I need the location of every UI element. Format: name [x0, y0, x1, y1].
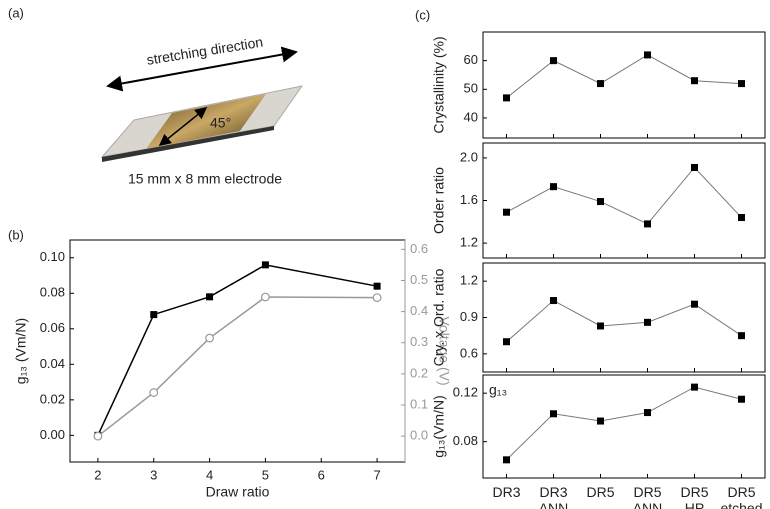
- point: [691, 77, 698, 85]
- y-tick-label: 2.0: [460, 149, 478, 164]
- point: [597, 80, 604, 88]
- y-tick-label: 0.08: [40, 285, 65, 300]
- y-axis-label: g₁₃(Vm/N): [431, 395, 447, 458]
- y-tick-label: 0.12: [453, 385, 478, 400]
- point: [550, 57, 557, 65]
- x-tick-label: DR5 ANN: [632, 484, 663, 509]
- point: [644, 409, 651, 417]
- series-line: [506, 54, 742, 99]
- plot-frame: [482, 262, 766, 373]
- x-axis-label: Draw ratio: [206, 484, 270, 500]
- y2-tick-label: 0.6: [410, 241, 428, 256]
- point: [597, 322, 604, 330]
- series-line: [506, 299, 742, 343]
- x-tick-label: 6: [318, 467, 325, 482]
- panel-label: (b): [8, 227, 24, 242]
- point: [597, 417, 604, 425]
- y-tick-label: 0.04: [40, 356, 65, 371]
- y-tick-label: 60: [464, 52, 478, 67]
- y2-axis-label: Voltage (V): [436, 316, 452, 385]
- y-tick-label: 50: [464, 81, 478, 96]
- x-tick-label: 2: [94, 467, 101, 482]
- y-tick-label: 1.2: [460, 235, 478, 250]
- y-axis-label: g₁₃ (Vm/N): [13, 318, 29, 384]
- y-tick-label: 0.00: [40, 427, 65, 442]
- series-line: [506, 386, 742, 461]
- point: [261, 292, 270, 302]
- y2-tick-label: 0.1: [410, 396, 428, 411]
- x-tick-label: 7: [373, 467, 380, 482]
- point: [206, 293, 214, 301]
- point: [503, 94, 510, 102]
- point: [149, 388, 159, 397]
- panel-label: (c): [415, 7, 430, 22]
- y-tick-label: 0.08: [453, 433, 478, 448]
- point: [150, 311, 158, 319]
- y-tick-label: 0.02: [40, 391, 65, 406]
- plot-frame: [482, 142, 766, 259]
- point: [93, 431, 103, 441]
- point: [644, 318, 651, 326]
- plot-frame: [69, 239, 406, 463]
- arrow: [106, 46, 298, 92]
- y-axis-label: Order ratio: [431, 167, 447, 234]
- point: [503, 208, 510, 216]
- x-tick-label: DR5 etched: [720, 484, 763, 509]
- point: [644, 51, 651, 59]
- plot-frame: [482, 31, 766, 139]
- x-tick-label: 4: [206, 467, 213, 482]
- y-tick-label: 0.9: [460, 309, 478, 324]
- x-tick-label: DR5: [586, 484, 615, 500]
- point: [261, 261, 269, 269]
- x-tick-label: 3: [150, 467, 157, 482]
- y-tick-label: 0.10: [40, 249, 65, 264]
- point: [644, 220, 651, 228]
- point: [550, 410, 557, 418]
- point: [738, 214, 745, 222]
- point: [503, 456, 510, 464]
- y-tick-label: 0.06: [40, 320, 65, 335]
- y-axis-label: Cry. x Ord. ratio: [431, 268, 447, 366]
- point: [691, 300, 698, 308]
- y-tick-label: 1.6: [460, 192, 478, 207]
- y2-tick-label: 0.3: [410, 334, 428, 349]
- point: [738, 395, 745, 403]
- point: [691, 383, 698, 391]
- y2-tick-label: 0.2: [410, 365, 428, 380]
- series-line: [97, 264, 378, 436]
- y2-tick-label: 0.0: [410, 428, 428, 443]
- annotation: g₁₃: [489, 382, 507, 398]
- point: [738, 332, 745, 340]
- angle-arrow: [158, 107, 208, 146]
- x-tick-label: DR3: [492, 484, 521, 500]
- point: [372, 293, 382, 303]
- arrow-text: stretching direction: [146, 34, 265, 68]
- plot-frame: [482, 374, 766, 479]
- y2-tick-label: 0.5: [410, 272, 428, 287]
- caption: 15 mm x 8 mm electrode: [128, 171, 282, 187]
- point: [550, 297, 557, 305]
- point: [373, 282, 381, 290]
- y2-tick-label: 0.4: [410, 303, 428, 318]
- series-line: [506, 166, 742, 225]
- panel-label: (a): [8, 5, 24, 20]
- point: [205, 333, 214, 343]
- y-tick-label: 40: [464, 109, 478, 124]
- x-tick-label: 5: [262, 467, 269, 482]
- x-tick-label: DR3 ANN: [538, 484, 569, 509]
- x-tick-label: DR5 HP: [680, 484, 709, 509]
- series-line: [97, 296, 378, 437]
- point: [597, 198, 604, 206]
- angle-text: 45°: [210, 115, 231, 131]
- point: [550, 183, 557, 191]
- point: [691, 163, 698, 171]
- y-tick-label: 1.2: [460, 273, 478, 288]
- point: [503, 338, 510, 346]
- point: [738, 80, 745, 88]
- y-axis-label: Crystallinity (%): [431, 36, 447, 133]
- y-tick-label: 0.6: [460, 345, 478, 360]
